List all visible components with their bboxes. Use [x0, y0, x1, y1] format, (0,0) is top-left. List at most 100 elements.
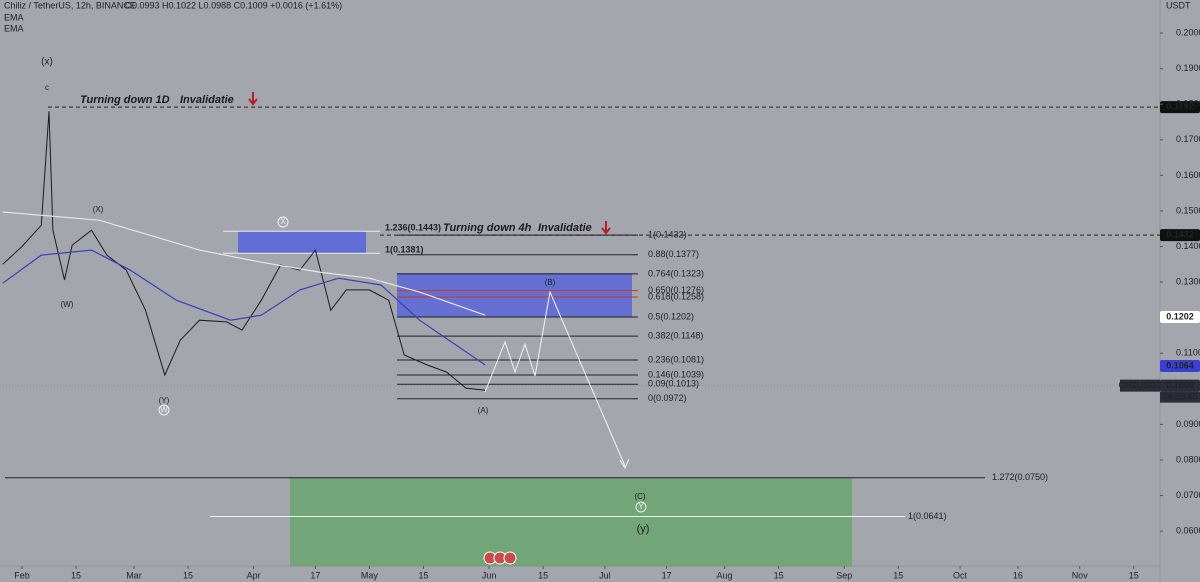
fib-label: 0.650(0.1276) [648, 285, 704, 295]
target-label: 1(0.0641) [908, 511, 947, 521]
price-label-box [1160, 310, 1200, 323]
wave-label: Y [638, 502, 644, 511]
fib-label: 0.88(0.1377) [648, 249, 699, 259]
wave-label: (y) [637, 523, 650, 535]
price-label-box [1160, 360, 1200, 373]
wave-circle [277, 216, 289, 228]
wave-label: W [160, 405, 168, 414]
fib-label: 0(0.0972) [648, 393, 687, 403]
level-label: 1(0.1381) [385, 245, 424, 255]
x-tick-label: 17 [662, 570, 672, 580]
price-line [2, 111, 486, 391]
symbol-box [1120, 379, 1160, 392]
wave-label: (x) [41, 57, 53, 68]
fib-label: 0.5(0.1202) [648, 311, 694, 321]
zone [290, 478, 852, 566]
price-label: 0.1009 [1166, 380, 1194, 390]
x-tick-label: Feb [14, 570, 30, 580]
wave-label: (X) [93, 205, 104, 214]
under-layer [0, 106, 1160, 566]
x-tick-label: Sep [836, 570, 852, 580]
fib-label: 0.236(0.1081) [648, 354, 704, 364]
x-tick-label: Apr [247, 570, 261, 580]
currency: USDT [1166, 0, 1191, 10]
annotation: Invalidatie [180, 94, 234, 106]
x-tick-label: Mar [126, 570, 142, 580]
wave-label: (Y) [159, 396, 170, 405]
wave-label: c [45, 83, 49, 92]
x-tick-label: 15 [418, 570, 428, 580]
countdown: 04:38:45 [1162, 392, 1197, 402]
x-tick-label: 15 [71, 570, 81, 580]
arrow-icon [601, 221, 611, 235]
symbol: Chiliz / TetherUS, 12h, BINANCE [4, 0, 136, 10]
x-tick-label: 15 [183, 570, 193, 580]
x-tick-label: 15 [538, 570, 548, 580]
x-tick-label: 15 [893, 570, 903, 580]
ema-line [2, 249, 486, 366]
wave-circle [158, 404, 170, 416]
wave-label: (W) [61, 300, 74, 309]
annotation: Turning down 1D [80, 94, 170, 106]
x-tick-label: Aug [717, 570, 733, 580]
x-tick-label: Jun [482, 570, 497, 580]
level-label: 1.236(0.1443) [385, 223, 441, 233]
x-tick-label: 15 [774, 570, 784, 580]
price-label: 0.1064 [1166, 360, 1194, 370]
wave-circle [635, 501, 647, 513]
symbol-label: CHZUSDT [1119, 380, 1162, 390]
x-tick-label: 15 [1129, 570, 1139, 580]
fib-label: 0.146(0.1039) [648, 369, 704, 379]
zone [397, 273, 632, 317]
event-icon[interactable] [503, 551, 517, 565]
y-tick-label: 0.0600 [1176, 526, 1200, 536]
ema-line [2, 211, 486, 316]
target-label: 1.272(0.0750) [992, 472, 1048, 482]
x-tick-label: Nov [1072, 570, 1089, 580]
ohlc: O0.0993 H0.1022 L0.0988 C0.1009 +0.0016 … [125, 0, 342, 10]
x-tick-label: 17 [310, 570, 320, 580]
countdown-box [1160, 391, 1200, 403]
indicator-label: EMA [4, 23, 24, 33]
indicator-label: EMA [4, 12, 24, 22]
price-label: 0.1792 [1166, 101, 1194, 111]
projection-path [484, 290, 626, 467]
annotation: Turning down 4h [443, 222, 532, 234]
x-tick-label: May [361, 570, 379, 580]
fib-label: 1(0.1432) [648, 230, 687, 240]
wave-label: X [280, 217, 286, 226]
annotation: Invalidatie [538, 222, 592, 234]
fib-label: 0.09(0.1013) [648, 379, 699, 389]
x-tick-label: Jul [599, 570, 611, 580]
price-label-box [1160, 101, 1200, 114]
price-label-box [1160, 229, 1200, 242]
zone [238, 231, 366, 254]
fib-label: 0.382(0.1148) [648, 331, 703, 341]
arrow-head [619, 458, 630, 470]
wave-label: (A) [478, 406, 489, 415]
price-label-box [1160, 379, 1200, 392]
fib-label: 0.764(0.1323) [648, 268, 704, 278]
price-label: 0.1202 [1166, 311, 1194, 321]
wave-label: (C) [634, 492, 645, 501]
fib-label: 0.618(0.1258) [648, 291, 704, 301]
wave-label: (B) [545, 278, 556, 287]
x-tick-label: Oct [953, 570, 968, 580]
price-label: 0.1432 [1166, 230, 1194, 240]
x-tick-label: 16 [1013, 570, 1023, 580]
arrow-icon [248, 92, 258, 106]
